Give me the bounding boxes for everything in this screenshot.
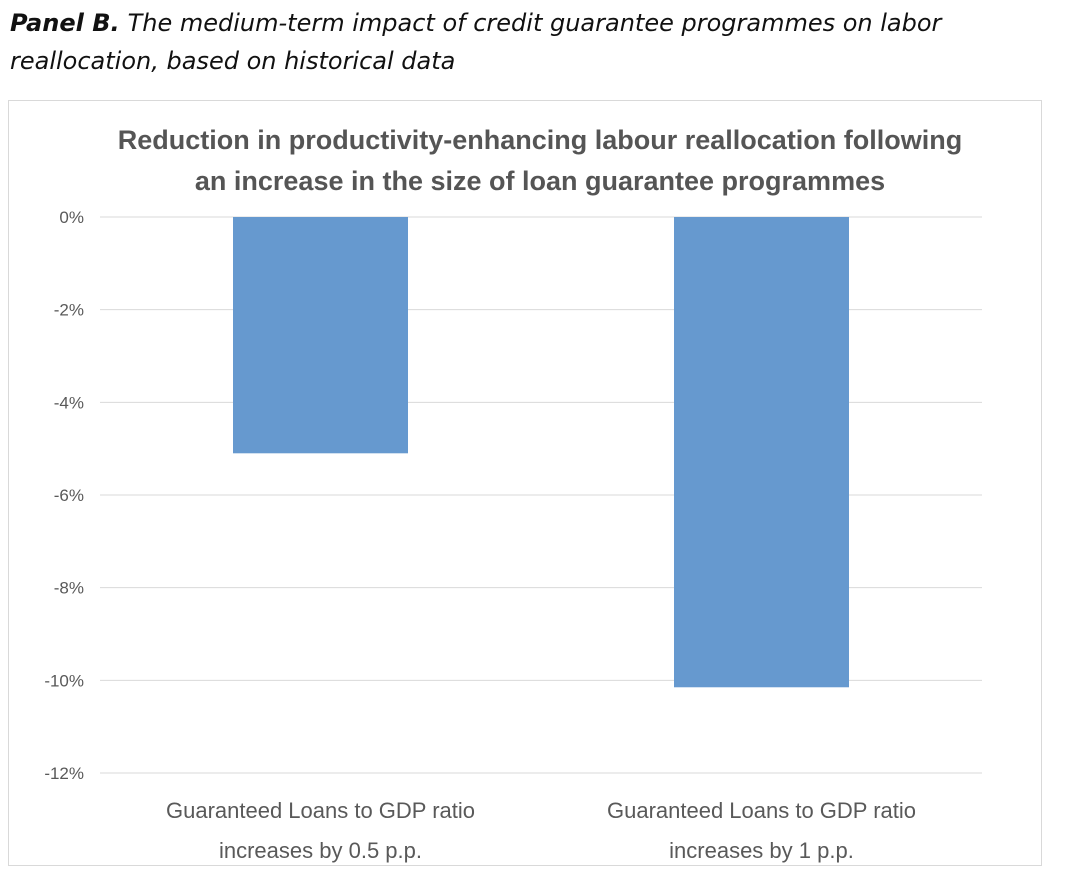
x-category-label: Guaranteed Loans to GDP ratio — [166, 798, 475, 823]
panel-caption-text: The medium-term impact of credit guarant… — [10, 9, 942, 75]
x-category-label: Guaranteed Loans to GDP ratio — [607, 798, 916, 823]
y-tick-label: -10% — [44, 671, 84, 690]
y-tick-label: -12% — [44, 764, 84, 783]
x-category-label: increases by 0.5 p.p. — [219, 838, 422, 863]
bar — [674, 217, 849, 688]
chart-title-line-1: Reduction in productivity-enhancing labo… — [117, 125, 963, 155]
y-tick-label: 0% — [59, 208, 84, 227]
y-tick-label: -2% — [54, 301, 84, 320]
chart-title-line-2: an increase in the size of loan guarante… — [194, 166, 886, 196]
y-tick-label: -4% — [54, 393, 84, 412]
chart-frame — [8, 100, 1042, 866]
y-tick-label: -6% — [54, 486, 84, 505]
chart-title: Reduction in productivity-enhancing labo… — [20, 120, 1060, 202]
x-category-label: increases by 1 p.p. — [669, 838, 854, 863]
bar — [233, 217, 408, 454]
panel-caption: Panel B. The medium-term impact of credit… — [10, 4, 1050, 80]
panel-label: Panel B. — [10, 9, 120, 37]
y-tick-label: -8% — [54, 579, 84, 598]
